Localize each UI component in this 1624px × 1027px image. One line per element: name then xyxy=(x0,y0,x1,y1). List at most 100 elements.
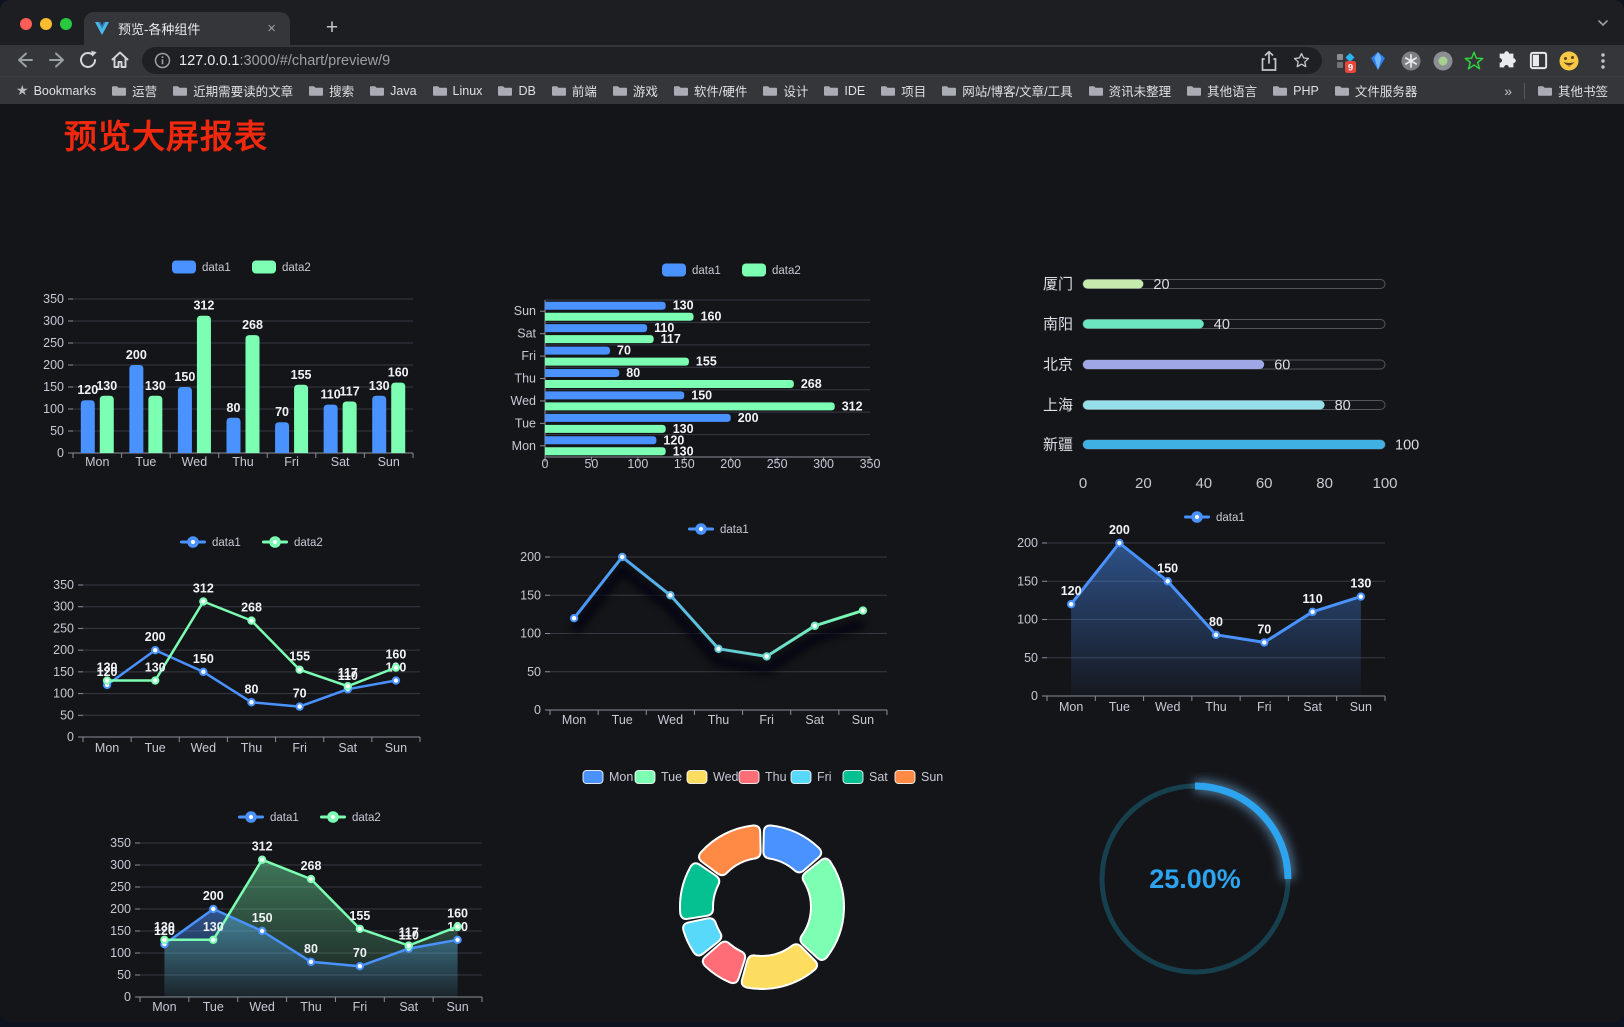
svg-text:130: 130 xyxy=(673,422,694,436)
half-square-extension-icon[interactable] xyxy=(1528,50,1549,71)
svg-text:Tue: Tue xyxy=(515,416,536,430)
svg-text:150: 150 xyxy=(252,911,273,925)
svg-text:Tue: Tue xyxy=(203,1000,224,1014)
address-bar[interactable]: 127.0.0.1:3000/#/chart/preview/9 xyxy=(142,47,1322,74)
svg-text:Fri: Fri xyxy=(759,713,774,727)
bookmark-folder-5[interactable]: DB xyxy=(497,83,536,98)
tabstrip-chevron-down-icon[interactable] xyxy=(1596,16,1610,30)
svg-text:50: 50 xyxy=(584,457,598,471)
svg-text:160: 160 xyxy=(447,907,468,921)
svg-text:110: 110 xyxy=(654,321,674,335)
svg-text:200: 200 xyxy=(43,358,64,372)
green-star-extension-icon[interactable] xyxy=(1463,50,1485,72)
window-minimize-button[interactable] xyxy=(40,18,52,30)
bookmarks-star-icon: ★ xyxy=(16,82,29,98)
svg-text:60: 60 xyxy=(1274,358,1290,374)
tab-close-icon[interactable]: × xyxy=(267,20,276,37)
bookmark-folder-11[interactable]: 项目 xyxy=(880,81,926,100)
bookmark-folder-1[interactable]: 近期需要读的文章 xyxy=(172,81,293,100)
green-dot-extension-icon[interactable] xyxy=(1432,50,1454,72)
svg-text:Tue: Tue xyxy=(135,455,156,469)
new-tab-button[interactable]: + xyxy=(325,16,339,39)
svg-text:350: 350 xyxy=(53,578,74,592)
svg-text:150: 150 xyxy=(520,588,541,602)
bookmark-folder-3[interactable]: Java xyxy=(369,84,417,98)
svg-text:200: 200 xyxy=(203,889,224,903)
svg-text:130: 130 xyxy=(96,379,117,393)
bookmark-folder-9[interactable]: 设计 xyxy=(762,81,808,100)
svg-text:100: 100 xyxy=(1372,475,1397,492)
svg-text:120: 120 xyxy=(154,924,175,938)
svg-text:100: 100 xyxy=(43,402,64,416)
svg-text:0: 0 xyxy=(57,446,64,460)
emoji-extension-icon[interactable] xyxy=(1558,50,1580,72)
other-bookmarks-folder[interactable]: 其他书签 xyxy=(1537,81,1608,100)
extensions-puzzle-icon[interactable] xyxy=(1496,50,1518,72)
svg-text:100: 100 xyxy=(1017,613,1038,627)
svg-text:data1: data1 xyxy=(212,537,241,549)
bookmark-folder-12[interactable]: 网站/博客/文章/工具 xyxy=(941,81,1073,100)
bookmark-label: 其他语言 xyxy=(1207,85,1258,99)
back-button-icon[interactable] xyxy=(12,48,36,72)
bookmarks-manager[interactable]: ★ Bookmarks xyxy=(16,82,96,99)
bookmark-folder-15[interactable]: PHP xyxy=(1272,84,1319,98)
site-info-icon[interactable] xyxy=(154,52,171,69)
snowflake-extension-icon[interactable] xyxy=(1400,50,1422,72)
svg-text:80: 80 xyxy=(1316,475,1333,492)
svg-text:117: 117 xyxy=(338,666,358,680)
bookmark-folder-6[interactable]: 前端 xyxy=(551,81,597,100)
tab-favicon xyxy=(95,22,109,35)
folder-icon xyxy=(881,86,896,96)
svg-text:200: 200 xyxy=(1109,523,1130,537)
svg-text:Sun: Sun xyxy=(446,1000,468,1014)
svg-text:130: 130 xyxy=(145,379,166,393)
bookmark-folder-4[interactable]: Linux xyxy=(432,84,482,98)
svg-text:70: 70 xyxy=(275,405,289,419)
bookmark-label: DB xyxy=(518,83,536,98)
svg-text:200: 200 xyxy=(145,630,166,644)
svg-text:Tue: Tue xyxy=(612,713,633,727)
bookmark-star-icon[interactable] xyxy=(1291,50,1312,71)
home-button-icon[interactable] xyxy=(108,48,132,72)
bookmarks-bar: ★ Bookmarks 运营 近期需要读的文章 搜索 Java Linux DB 前端 游戏 软… xyxy=(0,76,1624,104)
browser-menu-icon[interactable] xyxy=(1594,50,1612,72)
gem-extension-icon[interactable] xyxy=(1368,50,1388,72)
two-series-area-chart: 0 50 100 150 200 250 300 350 Mon Tue Wed Thu Fri Sat S… xyxy=(110,811,483,1014)
svg-text:250: 250 xyxy=(43,336,64,350)
bookmark-folder-10[interactable]: IDE xyxy=(823,84,865,98)
svg-text:100: 100 xyxy=(520,627,541,641)
svg-text:120: 120 xyxy=(1061,584,1082,598)
window-zoom-button[interactable] xyxy=(60,18,72,30)
svg-text:250: 250 xyxy=(767,457,788,471)
bookmark-folder-14[interactable]: 其他语言 xyxy=(1186,81,1257,100)
bookmark-label: 设计 xyxy=(783,85,809,99)
extension-grid-icon[interactable]: 9 xyxy=(1334,50,1358,74)
svg-text:Sun: Sun xyxy=(921,770,943,784)
window-close-button[interactable] xyxy=(20,18,32,30)
bookmark-folder-2[interactable]: 搜索 xyxy=(308,81,354,100)
svg-text:Sun: Sun xyxy=(378,455,400,469)
svg-text:0: 0 xyxy=(542,457,549,471)
svg-text:Wed: Wed xyxy=(249,1000,275,1014)
bookmark-folder-7[interactable]: 游戏 xyxy=(612,81,658,100)
bookmark-label: 运营 xyxy=(132,85,158,99)
bookmark-label: 近期需要读的文章 xyxy=(193,85,294,99)
extension-badge: 9 xyxy=(1348,63,1353,74)
bookmark-folder-8[interactable]: 软件/硬件 xyxy=(673,81,747,100)
share-icon[interactable] xyxy=(1259,50,1279,72)
folder-icon xyxy=(1334,86,1349,96)
bookmark-folder-13[interactable]: 资讯未整理 xyxy=(1088,81,1171,100)
reload-button-icon[interactable] xyxy=(76,48,100,72)
folder-icon xyxy=(1537,86,1552,96)
svg-text:Sun: Sun xyxy=(385,741,407,755)
bookmark-label: 网站/博客/文章/工具 xyxy=(962,85,1073,99)
browser-tab[interactable]: 预览-各种组件 × xyxy=(84,12,290,45)
svg-text:Thu: Thu xyxy=(300,1000,322,1014)
bookmarks-overflow-chevron[interactable]: » xyxy=(1504,82,1512,99)
svg-text:Wed: Wed xyxy=(511,394,537,408)
svg-text:268: 268 xyxy=(301,859,322,873)
forward-button-icon[interactable] xyxy=(46,48,70,72)
bookmark-folder-0[interactable]: 运营 xyxy=(111,81,157,100)
bookmark-folder-16[interactable]: 文件服务器 xyxy=(1334,81,1417,100)
svg-text:80: 80 xyxy=(1335,398,1351,414)
